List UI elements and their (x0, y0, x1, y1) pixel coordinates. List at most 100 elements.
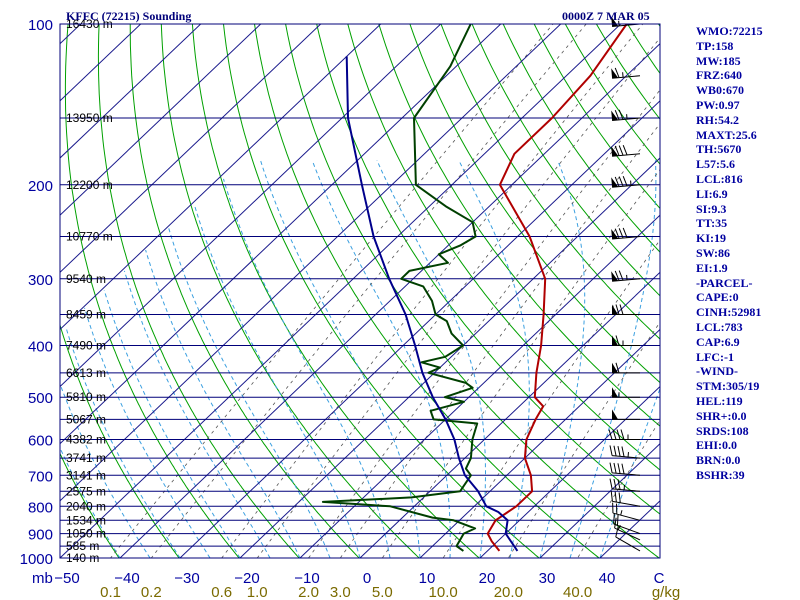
wind-barb-flag (614, 176, 620, 187)
wind-barb-flag (616, 429, 621, 440)
wind-barb-staff (612, 236, 641, 240)
pressure-tick-label: 300 (28, 272, 53, 289)
wind-barb-flag (614, 228, 620, 239)
wind-barb (608, 429, 640, 441)
wind-barb-flag (621, 463, 625, 474)
wind-barb-staff (612, 153, 641, 157)
stability-index: BRN:0.0 (696, 453, 741, 468)
wind-barb-flag (613, 462, 617, 474)
dry-adiabat (60, 452, 120, 558)
sounding-profiles (321, 24, 628, 552)
height-label: 5810 m (66, 390, 106, 404)
temperature-tick-label: −40 (114, 570, 139, 587)
height-label: 585 m (66, 539, 99, 553)
pressure-axis-label: mb (32, 570, 53, 587)
stability-index: EI:1.9 (696, 260, 728, 275)
height-label: 10770 m (66, 229, 113, 243)
wind-barb-pennant (611, 146, 619, 157)
mixing-ratio-tick-label: 20.0 (494, 584, 523, 600)
chart-time: 0000Z 7 MAR 05 (562, 9, 650, 23)
wind-barb (610, 490, 641, 507)
mixing-ratio-tick-label: 3.0 (330, 584, 351, 600)
isotherm (479, 385, 660, 558)
wind-barb (611, 227, 641, 240)
isotherm (60, 24, 142, 102)
temperature-tick-label: −10 (294, 570, 319, 587)
isotherm (60, 24, 382, 331)
isotherm (60, 24, 442, 388)
isotherm (359, 271, 660, 558)
mixing-ratio-tick-label: 0.1 (100, 584, 121, 600)
stability-index: WB0:670 (696, 83, 744, 98)
wind-barb (611, 175, 641, 188)
height-label: 9540 m (66, 272, 106, 286)
wind-barb (612, 304, 640, 316)
moist-adiabat (65, 327, 181, 558)
height-label: 12200 m (66, 178, 113, 192)
wind-barb-flag (618, 145, 624, 156)
stability-index: WMO:72215 (696, 24, 763, 38)
mixing-ratio-axis-label: g/kg (652, 584, 680, 600)
wind-barb-flag (614, 109, 620, 121)
wind-barb-pennant (611, 177, 619, 188)
stability-index: -WIND- (696, 364, 738, 379)
stability-index: BSHR:39 (696, 467, 745, 482)
pressure-tick-label: 600 (28, 433, 53, 450)
stability-indices-panel: WMO:72215 TP:158 MW:185 FRZ:640 WB0:670 PW:0.… (696, 24, 800, 483)
stability-index: HEL:119 (696, 393, 743, 408)
wind-barb-flag (622, 175, 628, 187)
temperature-tick-label: 40 (599, 570, 616, 587)
plot-frame (59, 23, 661, 559)
stability-index: TH:5670 (696, 142, 742, 157)
stability-index: FRZ:640 (696, 68, 742, 83)
wind-barb-flag (610, 490, 613, 502)
moist-adiabat (103, 289, 241, 558)
wind-barb-flag (618, 270, 624, 281)
wind-barb (612, 335, 640, 347)
wind-barb-flag (618, 109, 624, 120)
wind-barb-staff (612, 512, 641, 521)
isotherm (60, 24, 322, 273)
wind-barb (609, 462, 641, 476)
pressure-tick-label: 900 (28, 527, 53, 544)
isotherm (60, 24, 562, 502)
wind-barb-staff (612, 500, 641, 507)
wind-barb-pennant (612, 304, 618, 315)
wind-barb-staff (612, 278, 641, 282)
wind-barb-flag (619, 304, 624, 315)
wind-barb (611, 109, 641, 121)
wind-barb-flag (609, 445, 613, 456)
wind-barb-flag (618, 228, 624, 239)
moist-adiabat (458, 160, 530, 558)
height-label: 3141 m (66, 468, 106, 482)
stability-index: RH:54.2 (696, 112, 739, 127)
moist-adiabat (123, 270, 271, 558)
stability-index: L57:5.6 (696, 157, 735, 172)
height-label: 6613 m (66, 366, 106, 380)
mixing-ratio-line (256, 37, 660, 558)
moist-adiabat (223, 178, 391, 558)
wind-barb-pennant (611, 271, 619, 282)
stability-index: SW:86 (696, 245, 731, 260)
temperature-tick-label: 20 (479, 570, 496, 587)
wind-barb (611, 145, 641, 157)
wind-barb-flag (613, 445, 617, 457)
moist-adiabat (311, 160, 451, 558)
wind-barb-flag (617, 446, 621, 457)
stability-index: CAP:6.9 (696, 334, 740, 349)
temperature-tick-label: −30 (174, 570, 199, 587)
mixing-ratio-line (109, 24, 554, 558)
stability-index: TP:158 (696, 38, 734, 53)
stability-index: CINH:52981 (696, 305, 762, 320)
chart-header: KFFC (72215) Sounding 0000Z 7 MAR 05 (66, 9, 650, 23)
plot-background (60, 24, 660, 558)
mixing-ratio-tick-label: 1.0 (247, 584, 268, 600)
stability-index: MW:185 (696, 53, 741, 68)
wind-barb (612, 502, 641, 521)
mixing-ratio-tick-label: 0.6 (211, 584, 232, 600)
isotherm (60, 24, 502, 445)
parcel-profile (345, 56, 519, 552)
wind-barb-flag (614, 145, 620, 156)
stability-index: LCL:783 (696, 319, 743, 334)
